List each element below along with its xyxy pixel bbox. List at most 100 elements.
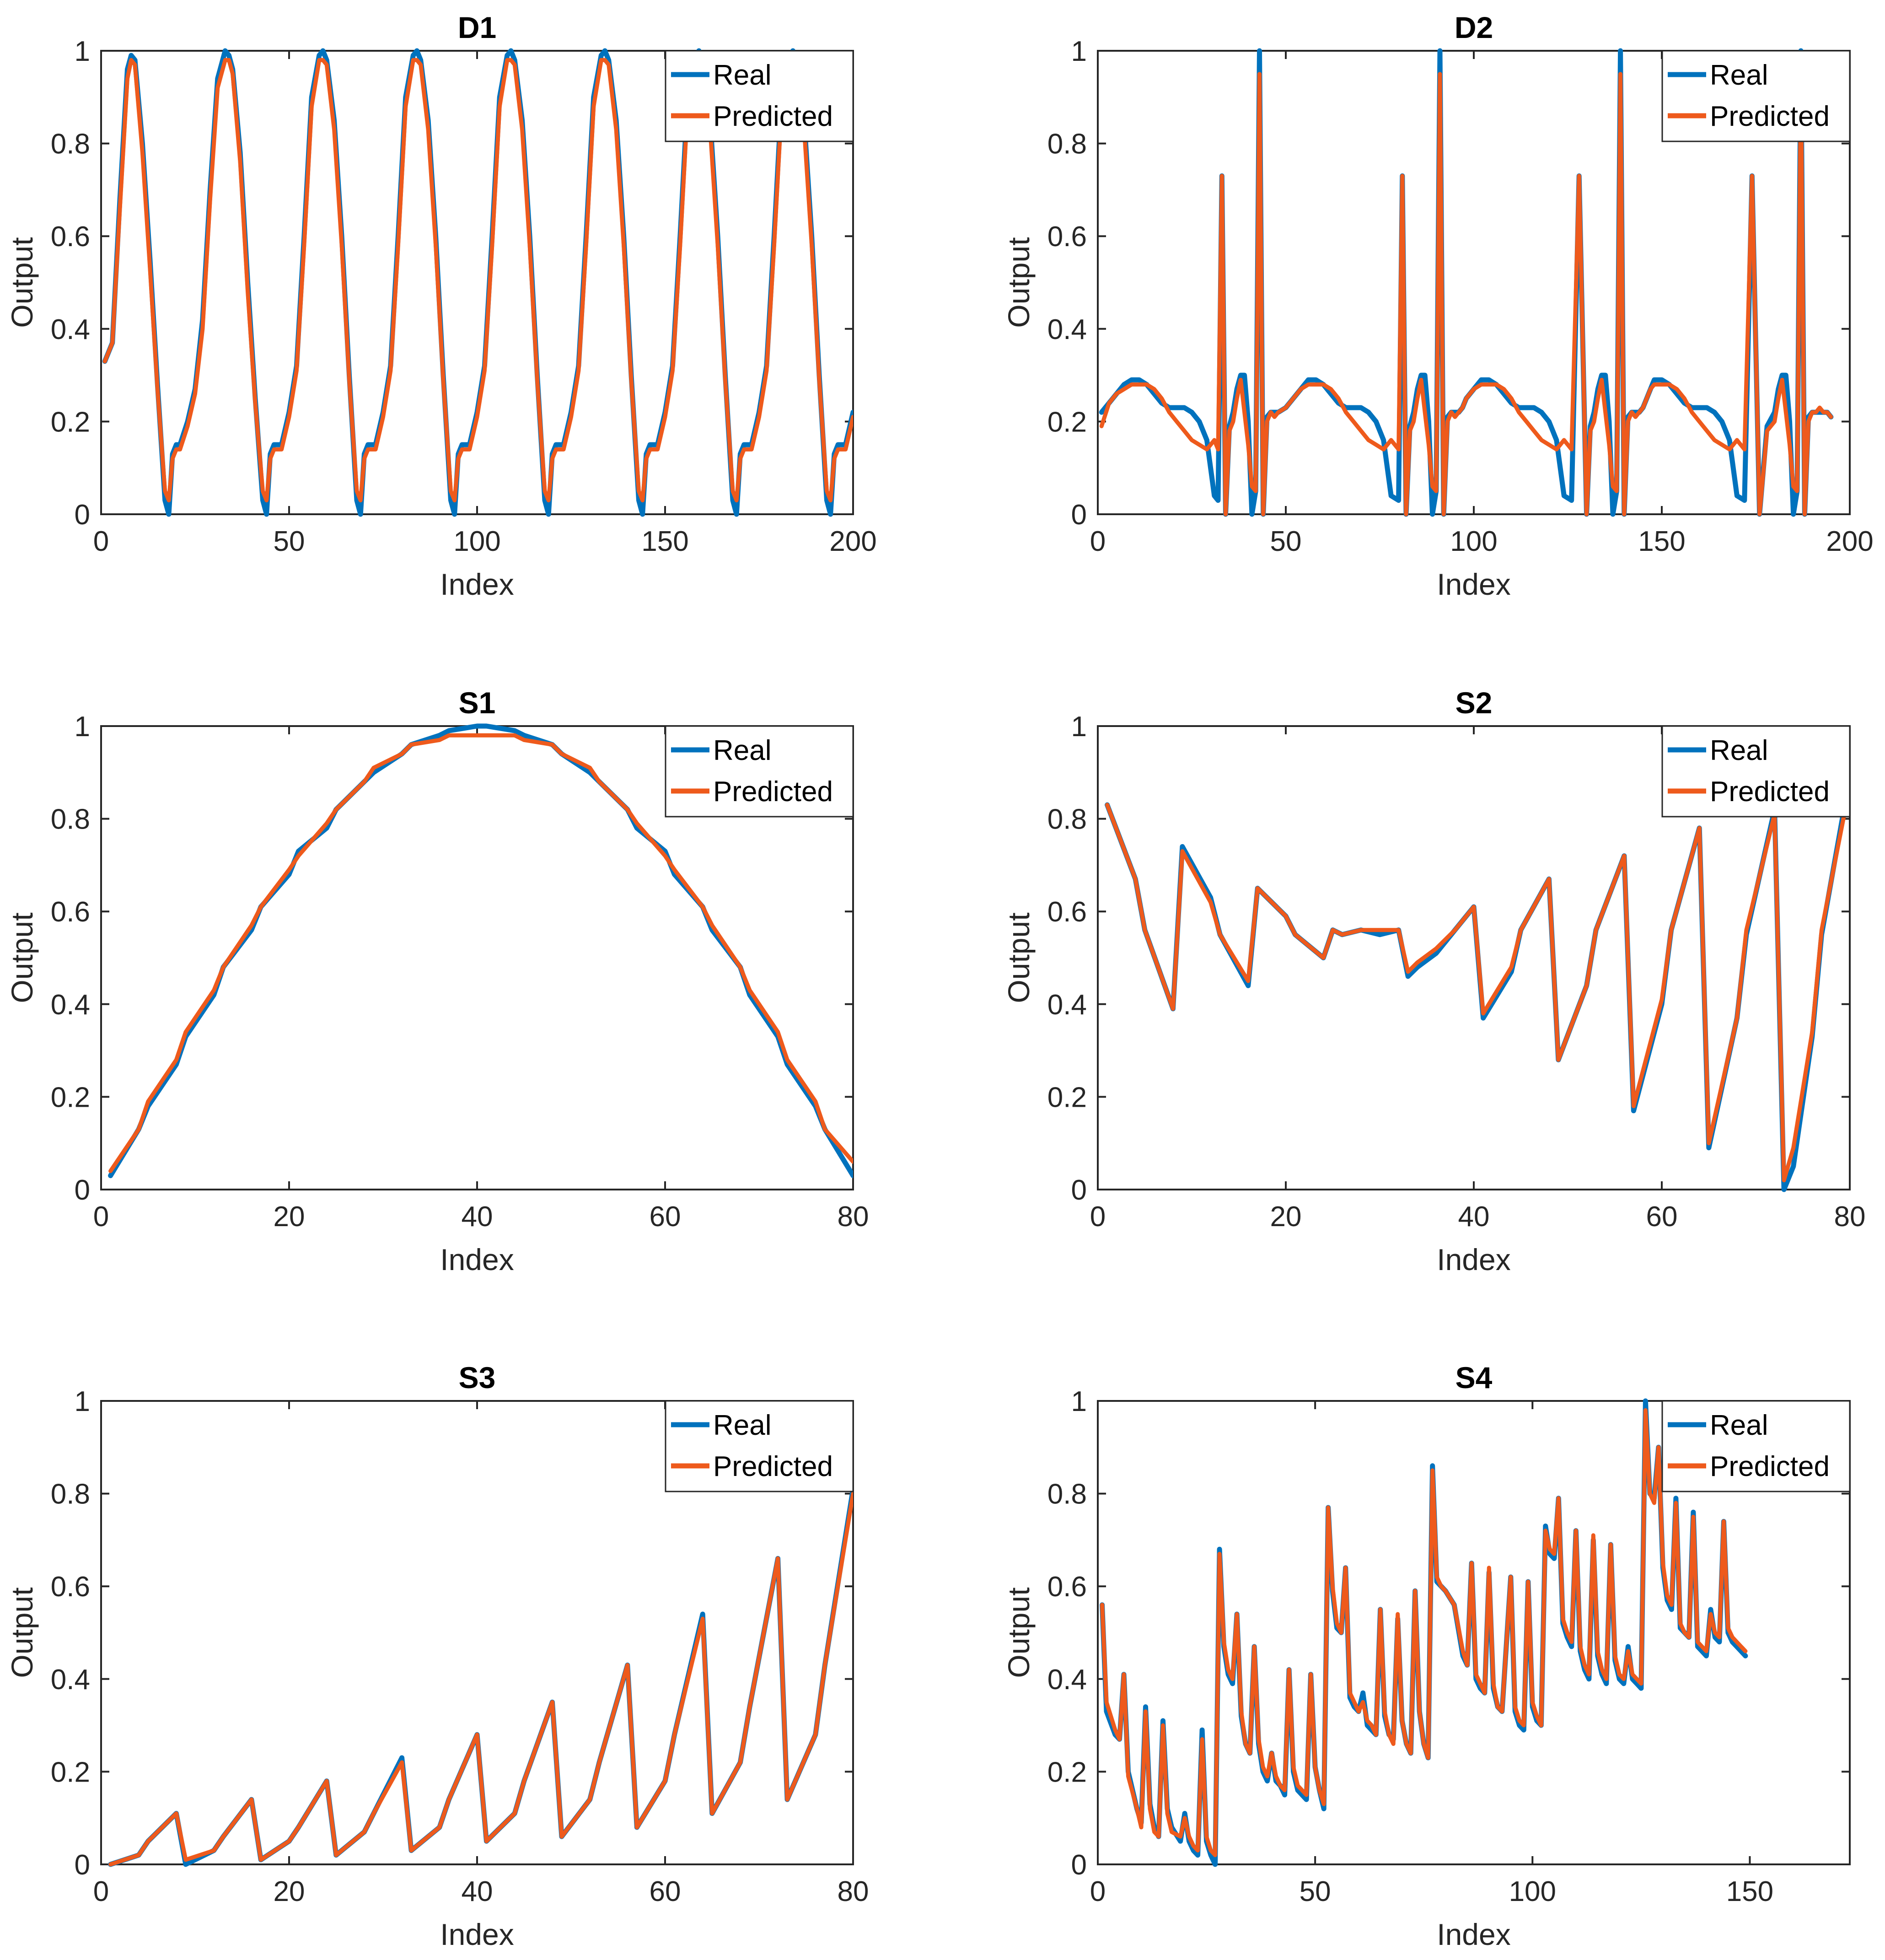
y-tick-label: 0.6 [51,896,90,928]
chart-d2: D2 0 50 100 150 200 0 0.2 0.4 0.6 0.8 1 Index Output R… [1002,11,1874,601]
legend-label-real: Real [713,59,772,91]
x-tick-label: 200 [829,526,876,557]
legend-box [665,725,854,818]
chart-title: S1 [459,686,496,720]
legend-box [665,50,854,142]
y-tick-label: 0.2 [51,1756,90,1788]
series-line-predicted [1100,1408,1748,1858]
chart-title: S3 [459,1361,496,1395]
chart-title: D1 [458,11,496,44]
chart-title: S2 [1455,686,1493,720]
y-tick-label: 0.8 [1047,129,1087,160]
x-tick-label: 40 [462,1201,493,1233]
y-tick-label: 0.8 [1047,804,1087,835]
y-tick-label: 0.8 [51,129,90,160]
y-tick-label: 0.2 [1047,1756,1087,1788]
x-axis-label: Index [1437,567,1510,601]
x-tick-label: 100 [1450,526,1497,557]
legend-label-real: Real [713,735,772,766]
x-tick-label: 80 [838,1876,869,1907]
x-tick-label: 0 [93,1201,109,1233]
y-tick-label: 0.6 [1047,1571,1087,1603]
x-tick-label: 20 [1270,1201,1302,1233]
y-tick-label: 0.8 [51,1479,90,1510]
x-tick-label: 50 [1300,1876,1331,1907]
x-tick-label: 80 [838,1201,869,1233]
legend-label-predicted: Predicted [1710,1451,1830,1482]
chart-s1: S1 0 20 40 60 80 0 0.2 0.4 0.6 0.8 1 Index Output Real… [5,686,869,1276]
series-line-predicted [108,1492,853,1867]
y-axis-label: Output [1002,1587,1036,1678]
y-tick-label: 0 [75,1849,90,1881]
x-tick-label: 200 [1826,526,1873,557]
x-tick-label: 0 [1090,1201,1106,1233]
legend-label-predicted: Predicted [1710,776,1830,808]
x-axis-label: Index [440,1917,514,1951]
y-tick-label: 1 [1071,1386,1087,1417]
legend: Real Predicted [1661,1400,1851,1492]
x-tick-label: 0 [1090,526,1106,557]
y-axis-label: Output [5,912,39,1003]
y-tick-label: 0.4 [1047,1664,1087,1696]
legend-box [665,1400,854,1492]
x-axis-label: Index [440,1243,514,1276]
y-tick-label: 0 [75,499,90,531]
x-tick-label: 100 [453,526,500,557]
y-tick-label: 1 [75,36,90,67]
series-line-predicted [108,733,853,1173]
legend-label-predicted: Predicted [713,1451,833,1482]
y-tick-label: 0.4 [51,314,90,345]
y-tick-label: 0.4 [51,989,90,1021]
y-tick-label: 0 [75,1174,90,1206]
legend: Real Predicted [665,725,854,818]
y-tick-label: 0.2 [51,406,90,438]
y-tick-label: 1 [75,1386,90,1417]
x-tick-label: 40 [1458,1201,1490,1233]
y-axis-label: Output [5,1587,39,1678]
x-tick-label: 50 [274,526,305,557]
legend-box [1661,1400,1851,1492]
x-tick-label: 150 [1726,1876,1773,1907]
legend-label-predicted: Predicted [713,101,833,132]
y-tick-label: 0.6 [51,1571,90,1603]
x-tick-label: 20 [274,1201,305,1233]
legend-box [1661,725,1851,818]
legend-label-predicted: Predicted [1710,101,1830,132]
y-tick-label: 1 [1071,36,1087,67]
y-tick-label: 0 [1071,499,1087,531]
legend-label-real: Real [1710,735,1768,766]
series-line-predicted [1105,784,1850,1183]
chart-s2: S2 0 20 40 60 80 0 0.2 0.4 0.6 0.8 1 Index Output Real… [1002,686,1865,1276]
y-tick-label: 0.8 [51,804,90,835]
legend-label-real: Real [1710,59,1768,91]
y-tick-label: 0 [1071,1174,1087,1206]
x-tick-label: 20 [274,1876,305,1907]
legend: Real Predicted [1661,50,1851,142]
chart-s4: S4 0 50 100 150 0 0.2 0.4 0.6 0.8 1 Index Output Real… [1002,1361,1851,1951]
legend: Real Predicted [665,50,854,142]
y-tick-label: 0.2 [1047,1082,1087,1113]
legend-box [1661,50,1851,142]
y-tick-label: 1 [75,711,90,743]
y-tick-label: 0.4 [51,1664,90,1696]
x-tick-label: 40 [462,1876,493,1907]
y-tick-label: 0.4 [1047,989,1087,1021]
legend-label-predicted: Predicted [713,776,833,808]
x-tick-label: 0 [1090,1876,1106,1907]
x-tick-label: 0 [93,1876,109,1907]
x-tick-label: 150 [641,526,688,557]
x-tick-label: 80 [1834,1201,1866,1233]
legend: Real Predicted [1661,725,1851,818]
series-line-predicted [102,58,853,503]
x-tick-label: 150 [1638,526,1685,557]
legend-label-real: Real [1710,1410,1768,1441]
x-axis-label: Index [1437,1243,1510,1276]
y-tick-label: 0.6 [1047,221,1087,253]
legend: Real Predicted [665,1400,854,1492]
y-tick-label: 0.2 [1047,406,1087,438]
y-tick-label: 0.6 [1047,896,1087,928]
x-tick-label: 100 [1509,1876,1556,1907]
x-tick-label: 60 [650,1876,681,1907]
y-tick-label: 0.4 [1047,314,1087,345]
